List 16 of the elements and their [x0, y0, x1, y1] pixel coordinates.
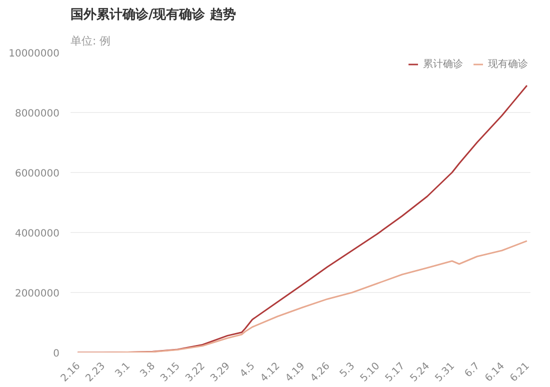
- y-tick-label: 0: [53, 348, 60, 360]
- x-tick-label: 4.5: [238, 360, 258, 380]
- legend-label: 现有确诊: [488, 58, 528, 71]
- x-tick-label: 3.8: [138, 360, 158, 380]
- chart-title: 国外累计确诊/现有确诊 趋势: [70, 6, 236, 22]
- line-series: [76, 240, 528, 352]
- y-tick-label: 8000000: [14, 108, 60, 120]
- x-tick-label: 3.1: [113, 360, 133, 380]
- y-tick-label: 4000000: [14, 228, 60, 240]
- y-tick-label: 10000000: [8, 48, 60, 60]
- y-tick-label: 2000000: [14, 288, 60, 300]
- chart-subtitle: 单位: 例: [70, 34, 111, 48]
- x-tick-label: 6.7: [462, 360, 482, 380]
- legend-label: 累计确诊: [423, 58, 463, 71]
- x-tick-label: 5.3: [338, 360, 358, 380]
- y-tick-label: 6000000: [14, 168, 60, 180]
